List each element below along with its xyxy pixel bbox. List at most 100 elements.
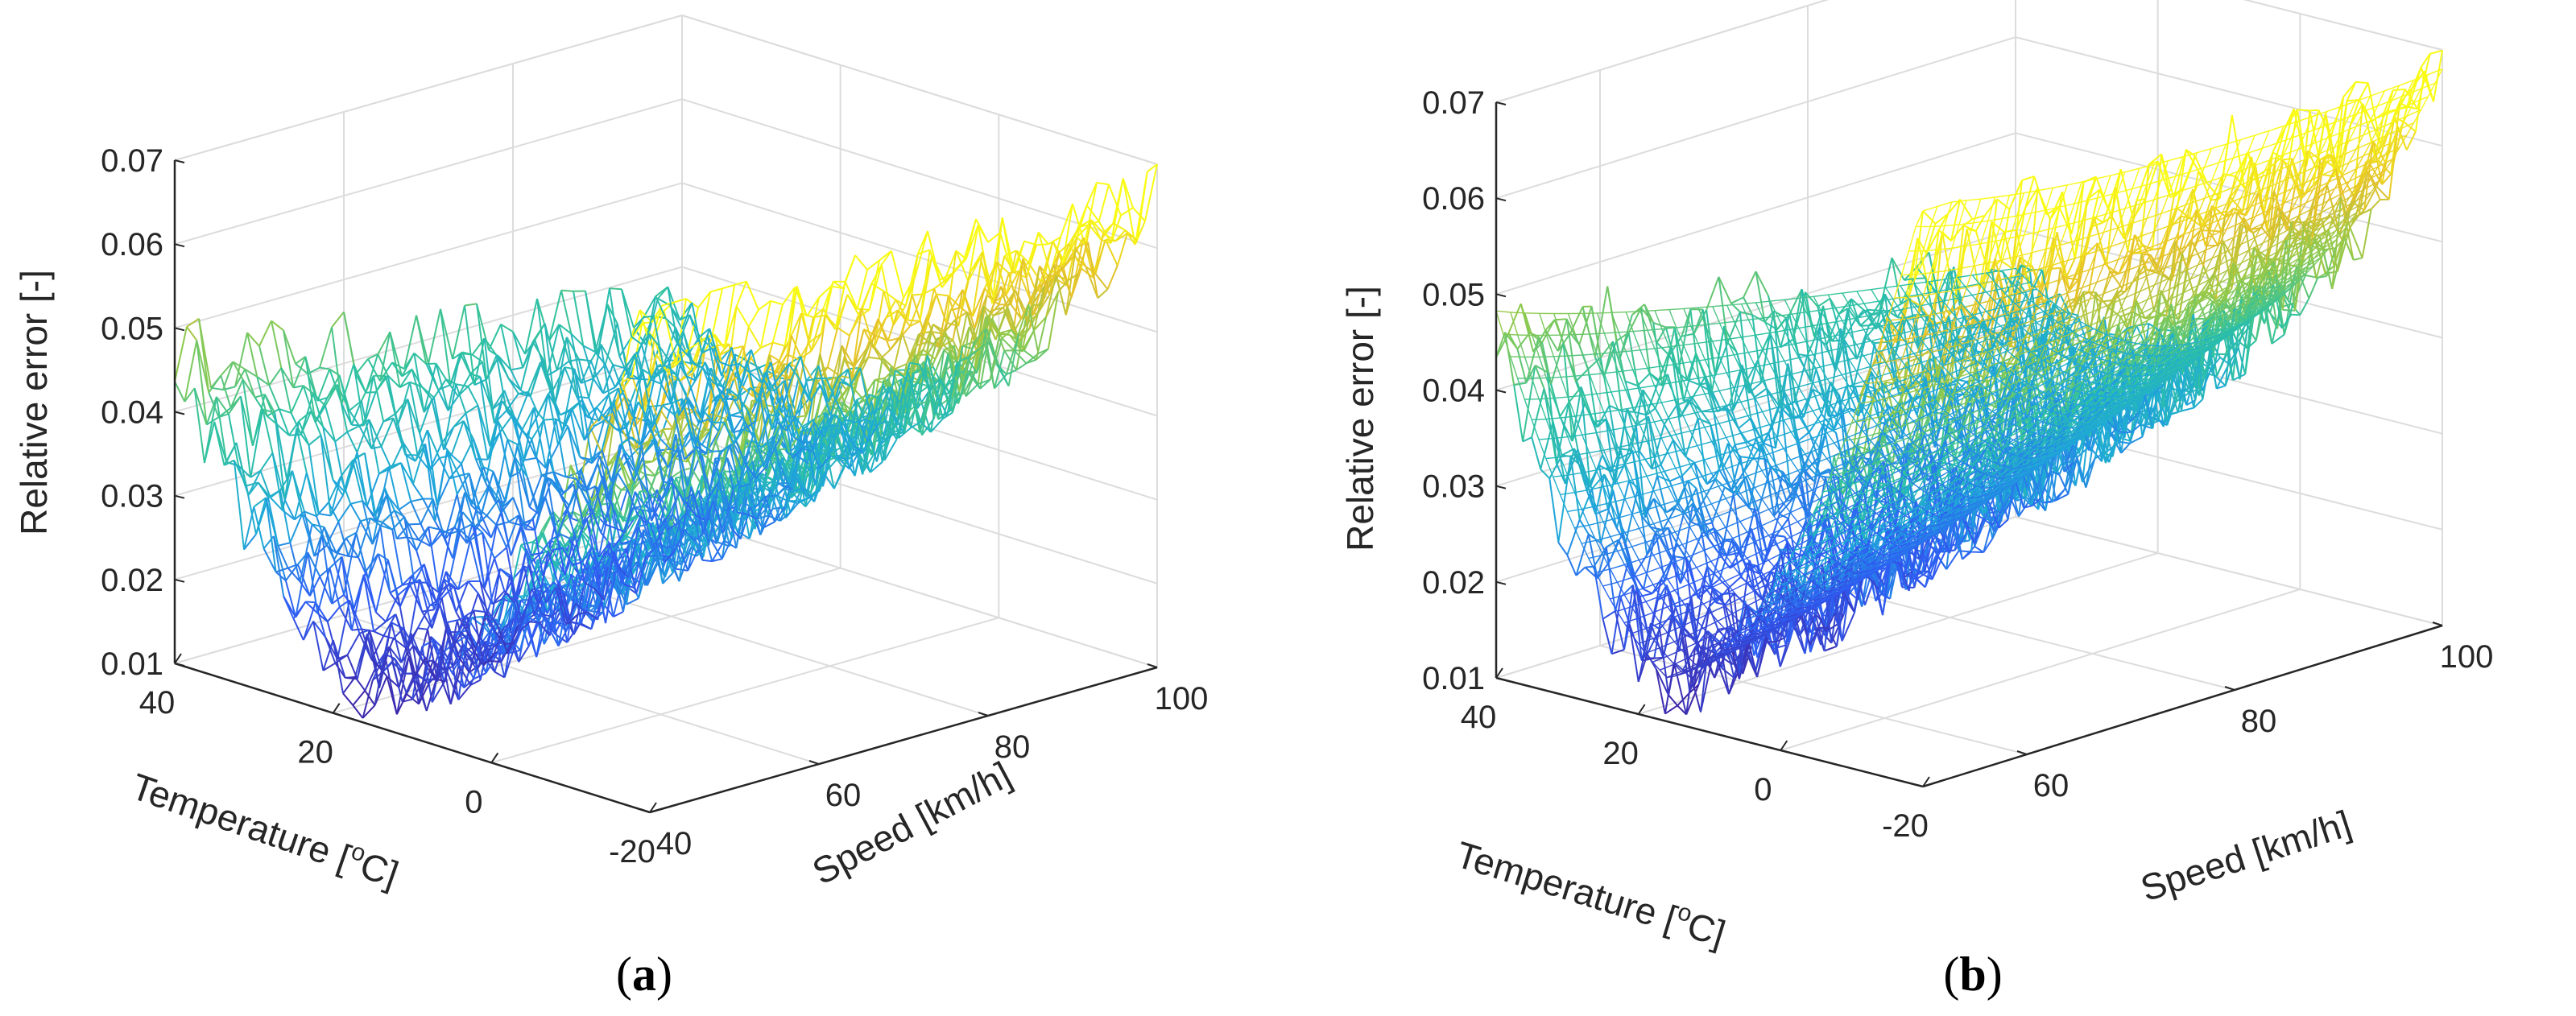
- surface-segment: [395, 523, 410, 539]
- surface-segment: [596, 394, 610, 408]
- surface-segment: [296, 564, 311, 597]
- surface-segment: [810, 463, 825, 493]
- surface-segment: [626, 597, 639, 605]
- surface-segment: [305, 601, 316, 604]
- surface-segment: [312, 620, 326, 638]
- surface-segment: [473, 672, 486, 680]
- surface-segment: [1507, 303, 1522, 334]
- surface-segment: [447, 530, 461, 585]
- surface-segment: [609, 287, 622, 291]
- surface-segment: [307, 551, 321, 577]
- x-tick-label: 40: [139, 685, 176, 721]
- surface-segment: [244, 369, 256, 399]
- surface-segment: [600, 600, 614, 617]
- surface-segment: [891, 250, 904, 299]
- surface-segment: [346, 655, 358, 679]
- surface-segment: [196, 340, 210, 393]
- surface-segment: [709, 537, 723, 560]
- surface-segment: [771, 304, 784, 343]
- surface-segment: [582, 345, 596, 353]
- surface-segment: [186, 317, 200, 328]
- surface-segment: [407, 399, 421, 434]
- surface-segment: [435, 363, 449, 411]
- surface-segment: [1098, 184, 1110, 222]
- surface-segment: [312, 523, 325, 528]
- x-tick-label: -20: [609, 834, 655, 869]
- surface-segment: [1614, 564, 1629, 612]
- surface-segment: [319, 576, 333, 605]
- surface-segment: [711, 288, 723, 335]
- surface-segment: [351, 423, 364, 427]
- surface-segment: [548, 290, 562, 341]
- surface-segment: [366, 473, 380, 506]
- surface-segment: [447, 353, 461, 411]
- surface-segment: [648, 464, 661, 492]
- surface-segment: [679, 302, 693, 321]
- surface-segment: [894, 363, 908, 370]
- surface-segment: [270, 497, 283, 511]
- y-tick: [1147, 663, 1158, 668]
- surface-segment: [443, 384, 457, 451]
- surface-segment: [271, 320, 284, 332]
- surface-segment: [382, 613, 397, 637]
- surface-segment: [457, 684, 472, 700]
- surface-segment: [393, 510, 407, 538]
- surface-segment: [280, 367, 295, 389]
- surface-segment: [403, 516, 418, 551]
- surface-segment: [567, 426, 581, 458]
- surface-segment: [535, 551, 549, 575]
- surface-segment: [767, 494, 777, 498]
- x-tick-label: 20: [297, 735, 333, 770]
- surface-segment: [1602, 610, 1616, 620]
- surface-segment: [1740, 456, 1753, 460]
- surface-segment: [426, 429, 440, 459]
- surface-segment: [856, 269, 868, 310]
- surface-segment: [396, 399, 409, 426]
- surface-segment: [483, 337, 498, 356]
- surface-segment: [857, 308, 870, 311]
- surface-segment: [410, 501, 422, 525]
- surface-segment: [837, 327, 850, 337]
- surface-segment: [380, 418, 395, 448]
- surface-segment: [412, 483, 424, 500]
- surface-segment: [651, 481, 665, 522]
- surface-segment: [379, 525, 391, 593]
- surface-segment: [553, 471, 566, 478]
- surface-segment: [512, 331, 526, 355]
- surface-segment: [382, 510, 395, 523]
- surface-segment: [491, 390, 506, 411]
- surface-segment: [322, 662, 336, 671]
- surface-segment: [210, 386, 224, 391]
- box-outline: [174, 14, 1158, 165]
- surface-segment: [631, 316, 645, 338]
- surface-segment: [242, 378, 256, 399]
- surface-segment: [770, 299, 784, 306]
- surface-segment: [500, 512, 512, 556]
- surface-segment: [473, 514, 488, 527]
- surface-segment: [546, 324, 560, 377]
- surface-segment: [340, 460, 354, 477]
- surface-segment: [464, 303, 478, 307]
- surface-segment: [533, 407, 547, 469]
- z-tick: [174, 411, 185, 415]
- surface-segment: [345, 676, 356, 679]
- surface-segment: [350, 500, 363, 505]
- surface-segment: [1106, 265, 1118, 290]
- surface-segment: [512, 331, 524, 368]
- surface-segment: [581, 399, 595, 427]
- surface-segment: [573, 369, 588, 417]
- surface-segment: [523, 456, 536, 461]
- surface-segment: [1092, 233, 1105, 279]
- surface-segment: [461, 438, 474, 465]
- surface-segment: [308, 434, 322, 446]
- surface-segment: [930, 418, 944, 433]
- surface-segment: [431, 681, 445, 703]
- surface-segment: [507, 439, 521, 473]
- surface-segment: [1636, 372, 1651, 386]
- surface-segment: [345, 537, 359, 558]
- surface-segment: [319, 327, 333, 368]
- surface-segment: [452, 305, 465, 360]
- surface-segment: [643, 295, 657, 318]
- surface-segment: [581, 378, 593, 384]
- surface-segment: [494, 558, 506, 592]
